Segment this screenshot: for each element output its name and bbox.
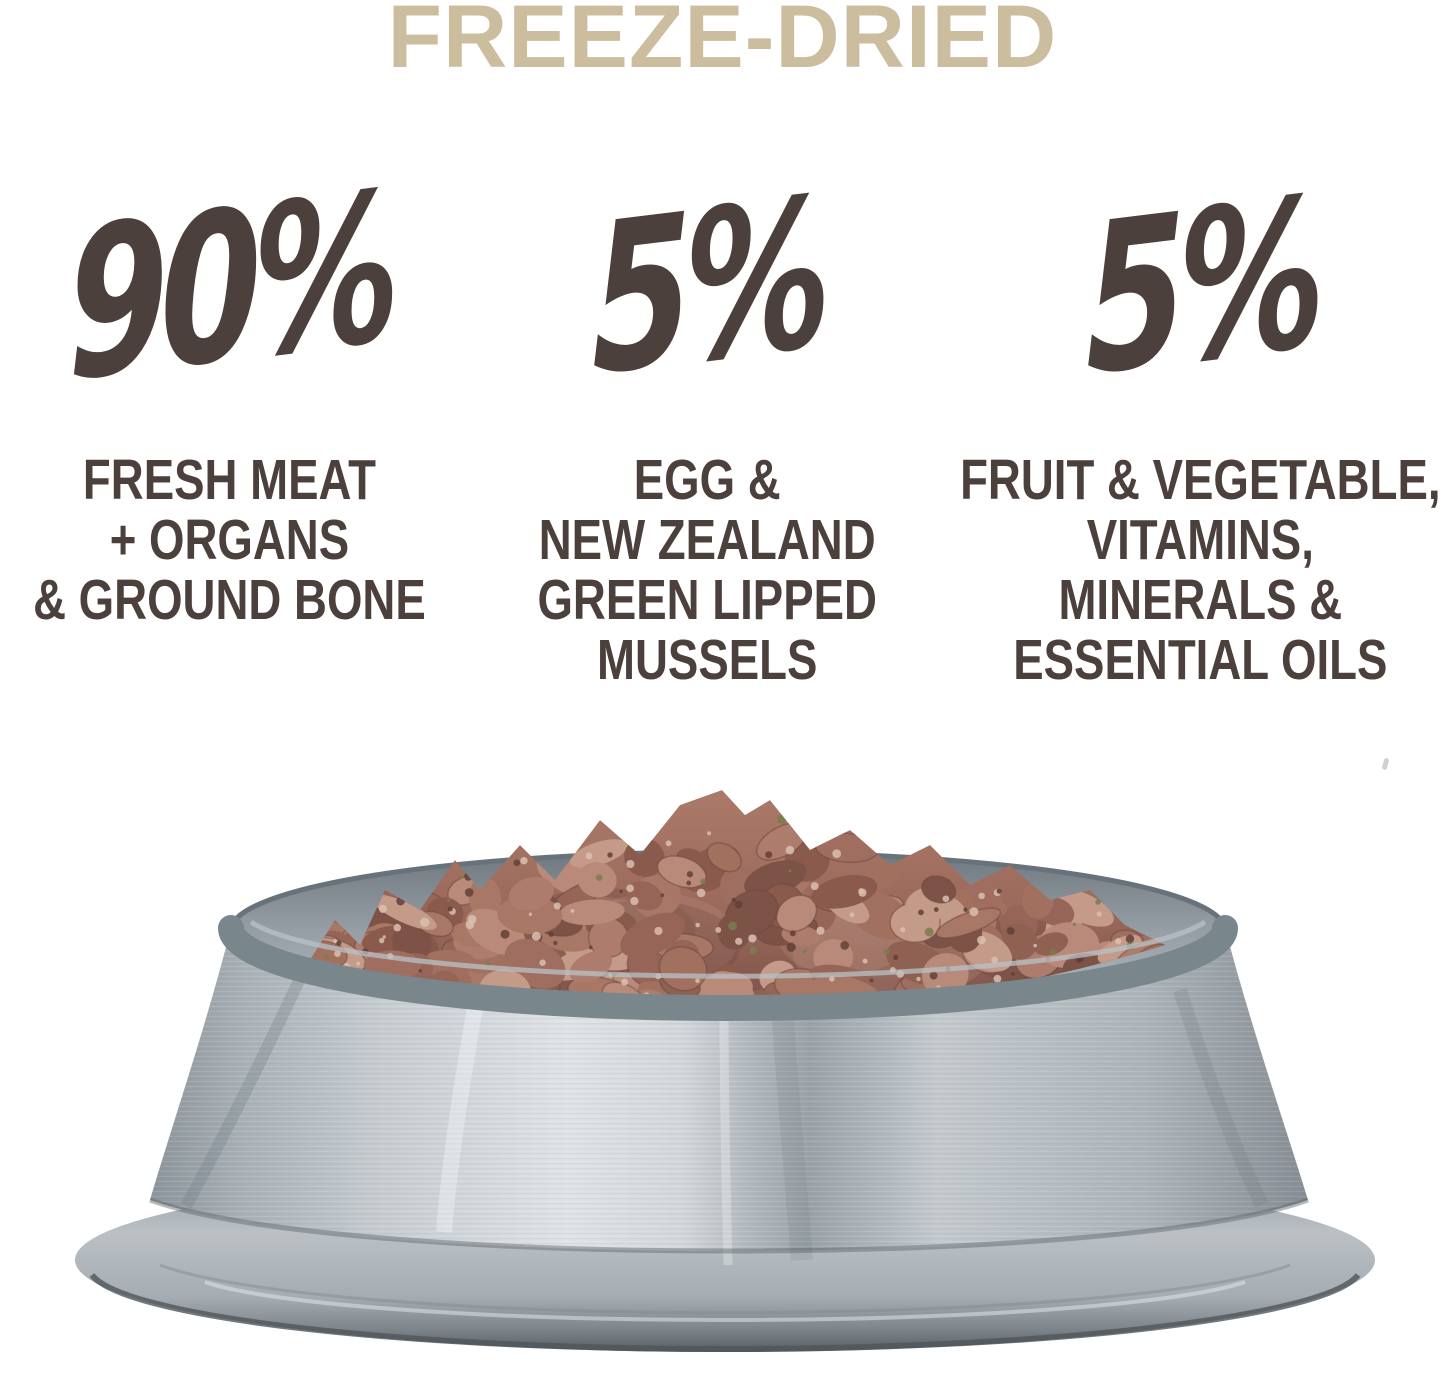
stat-value: 5%: [1082, 153, 1319, 422]
stat-label: FRUIT & VEGETABLE, VITAMINS, MINERALS & …: [960, 450, 1441, 690]
page-title: FREEZE-DRIED: [387, 0, 1058, 86]
stat-label-line: VITAMINS,: [1086, 508, 1315, 572]
stat-label-line: NEW ZEALAND: [538, 508, 876, 572]
stat-label-line: + ORGANS: [109, 508, 349, 572]
stat-value-wrap: 5%: [545, 150, 868, 425]
stat-value-wrap: 5%: [1039, 150, 1362, 425]
stat-label-line: FRUIT & VEGETABLE,: [960, 448, 1441, 512]
bowl-photo-image: [75, 790, 1375, 1353]
stat-column-fruit-veg: 5% FRUIT & VEGETABLE, VITAMINS, MINERALS…: [956, 150, 1445, 690]
stat-column-egg-mussels: 5% EGG & NEW ZEALAND GREEN LIPPED MUSSEL…: [458, 150, 956, 690]
stat-label-line: EGG &: [633, 448, 781, 512]
stat-value: 5%: [589, 153, 825, 422]
bowl-body: [150, 928, 1308, 1266]
stat-value: 90%: [64, 147, 394, 428]
stat-label-line: MUSSELS: [596, 628, 818, 692]
stats-row: 90% FRESH MEAT + ORGANS & GROUND BONE 5%…: [0, 147, 1445, 690]
stat-column-meat: 90% FRESH MEAT + ORGANS & GROUND BONE: [0, 147, 458, 690]
stat-label-line: GREEN LIPPED: [537, 568, 877, 632]
stat-label-line: ESSENTIAL OILS: [1013, 628, 1388, 692]
stat-label: FRESH MEAT + ORGANS & GROUND BONE: [33, 450, 426, 630]
stat-label: EGG & NEW ZEALAND GREEN LIPPED MUSSELS: [537, 450, 877, 690]
bowl-rim: [149, 915, 1309, 1254]
stat-label-line: FRESH MEAT: [82, 448, 376, 512]
stat-label-line: MINERALS &: [1058, 568, 1343, 632]
bowl-photo: [0, 757, 1445, 1380]
stat-value-wrap: 90%: [2, 147, 456, 428]
stat-label-line: & GROUND BONE: [32, 568, 426, 632]
